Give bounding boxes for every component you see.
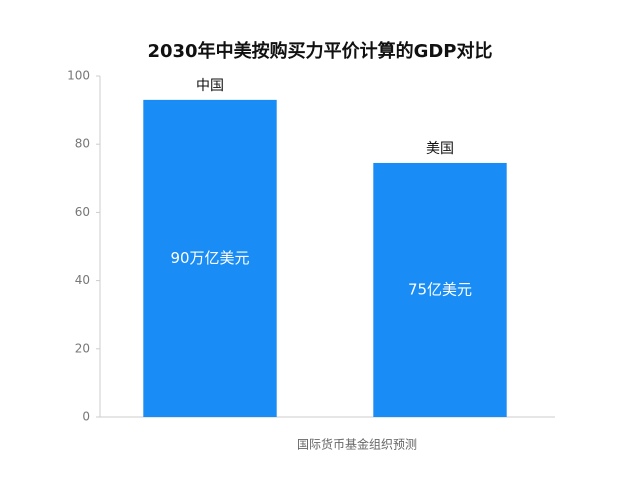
bar-annotation: 90万亿美元 xyxy=(170,249,249,267)
y-tick-label: 100 xyxy=(67,69,90,83)
bar xyxy=(373,162,507,417)
bar xyxy=(143,99,277,418)
bar-annotation: 75亿美元 xyxy=(408,280,472,298)
y-tick-label: 40 xyxy=(75,273,90,287)
x-axis-label: 国际货币基金组织预测 xyxy=(297,437,417,452)
y-tick-label: 60 xyxy=(75,205,90,219)
y-tick-label: 20 xyxy=(75,341,90,355)
y-tick-label: 80 xyxy=(75,137,90,151)
category-label: 中国 xyxy=(196,78,224,94)
category-label: 美国 xyxy=(426,141,454,157)
y-tick-label: 0 xyxy=(82,410,90,424)
chart-title: 2030年中美按购买力平价计算的GDP对比 xyxy=(147,40,492,62)
